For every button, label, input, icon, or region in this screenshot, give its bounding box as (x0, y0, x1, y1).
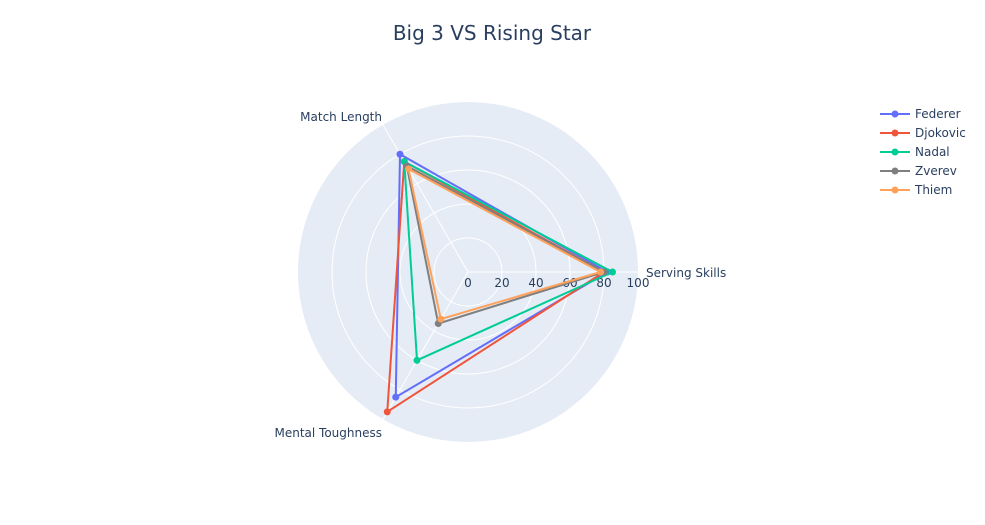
radial-tick-label: 40 (528, 276, 543, 290)
legend[interactable]: Federer Djokovic Nadal Zverev Thiem (880, 107, 966, 197)
legend-item-nadal[interactable]: Nadal (880, 145, 950, 159)
series-point-nadal (609, 268, 616, 276)
legend-item-zverev[interactable]: Zverev (880, 164, 957, 178)
legend-label: Djokovic (915, 126, 966, 140)
radial-tick-label: 20 (494, 276, 509, 290)
series-line-djokovic (386, 159, 605, 414)
radial-tick-label: 0 (464, 276, 472, 290)
legend-marker (891, 129, 899, 137)
legend-item-thiem[interactable]: Thiem (880, 183, 952, 197)
series-line-thiem (407, 167, 602, 321)
series-point-thiem (597, 268, 605, 276)
legend-marker (891, 167, 899, 175)
series-line-federer (394, 152, 608, 399)
legend-label: Nadal (915, 145, 950, 159)
legend-marker (891, 186, 899, 194)
legend-item-federer[interactable]: Federer (880, 107, 961, 121)
legend-label: Thiem (914, 183, 952, 197)
series-line-zverev (405, 164, 605, 325)
radial-tick-label: 100 (627, 276, 650, 290)
radial-tick-labels: 0 20 40 60 80 100 (464, 276, 649, 290)
series-layer (383, 150, 616, 416)
series-point-thiem (437, 315, 445, 323)
legend-marker (891, 110, 899, 118)
series-point-thiem (405, 165, 412, 173)
legend-marker (891, 148, 899, 156)
axis-labels: Serving Skills Match Length Mental Toughne… (274, 110, 726, 440)
series-point-nadal (413, 356, 421, 364)
grid-spoke (382, 124, 469, 273)
radial-tick-label: 80 (596, 276, 611, 290)
series-point-djokovic (383, 408, 391, 416)
series-point-federer (396, 150, 404, 158)
axis-label: Serving Skills (646, 266, 726, 280)
legend-label: Federer (915, 107, 961, 121)
chart-title: Big 3 VS Rising Star (393, 21, 592, 45)
axis-label: Match Length (300, 110, 382, 124)
series-point-federer (392, 393, 400, 401)
series-line-nadal (403, 159, 613, 362)
axis-label: Mental Toughness (274, 426, 382, 440)
legend-item-djokovic[interactable]: Djokovic (880, 126, 966, 140)
legend-label: Zverev (915, 164, 957, 178)
